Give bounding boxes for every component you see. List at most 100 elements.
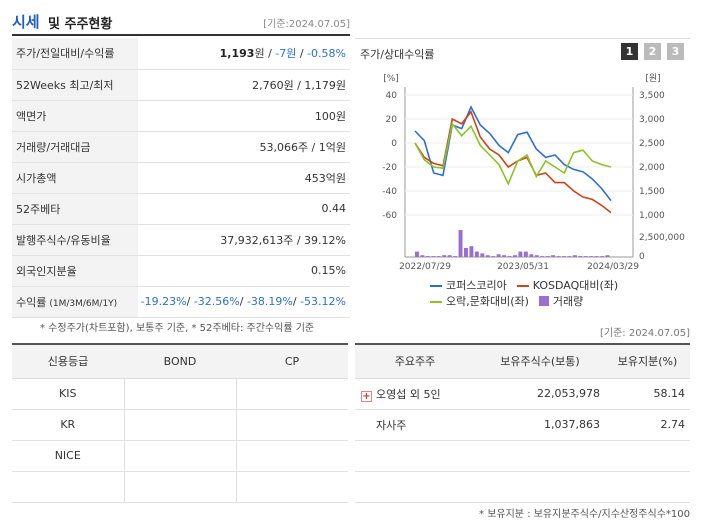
info-value-part: -0.58% <box>307 47 346 61</box>
chart-tab-3[interactable]: 3 <box>667 43 684 60</box>
volume-bar <box>496 254 501 257</box>
legend-item: 오락,문화대비(좌) <box>430 293 529 309</box>
legend-label: 코퍼스코리아 <box>446 279 507 292</box>
credit-row: KIS <box>12 378 348 410</box>
holders-base-date: [기준: 2024.07.05] <box>599 328 690 339</box>
credit-cell <box>124 409 237 441</box>
right-tick-label: 1,500 <box>639 187 665 197</box>
section-title: 시세 <box>12 13 40 31</box>
holder-row-empty <box>355 440 690 472</box>
volume-bar <box>600 256 605 257</box>
info-value-part: 0.15% <box>311 264 346 277</box>
volume-bar <box>551 255 556 257</box>
info-key-label: 52Weeks 최고/최저 <box>16 78 114 92</box>
info-row: 액면가 100원 <box>12 100 350 132</box>
info-key: 수익률 (1M/3M/6M/1Y) <box>12 286 138 318</box>
info-value-part: -19.23% <box>140 295 187 308</box>
left-tick-label: 0 <box>391 139 397 149</box>
expand-icon[interactable]: + <box>361 390 372 402</box>
info-value: -19.23%/ -32.56%/ -38.19%/ -53.12% <box>138 286 350 318</box>
credit-cell <box>236 471 348 503</box>
right-tick-label: 3,500 <box>639 91 665 101</box>
info-value-part: 1,193 <box>219 47 255 61</box>
price-chart: [%] [원] 40 20 0 -20 -40 -60 3,500 3,000 2,500 2,000… <box>382 73 685 272</box>
holder-percent: 58.14 <box>605 378 690 410</box>
volume-bar <box>415 251 419 257</box>
volume-bar <box>442 255 447 257</box>
volume-bar <box>605 255 610 257</box>
holder-name: 자사주 <box>376 418 407 432</box>
credit-header: 신용등급 <box>12 344 124 379</box>
holder-row-empty <box>355 471 690 503</box>
volume-bar <box>447 255 452 257</box>
info-key: 거래량/거래대금 <box>12 131 138 163</box>
holders-note: * 보유지분 : 보유지분주식수/지수산정주식수*100 <box>479 509 690 520</box>
info-row: 거래량/거래대금 53,066주 / 1억원 <box>12 131 350 163</box>
volume-bar <box>453 256 458 257</box>
info-value-part: / <box>292 295 301 308</box>
info-row: 52주베타 0.44 <box>12 193 350 225</box>
volume-bar <box>474 251 479 257</box>
info-value: 0.15% <box>138 255 350 287</box>
info-value-part: / <box>239 295 247 308</box>
info-row: 발행주식수/유동비율 37,932,613주 / 39.12% <box>12 224 350 256</box>
right-tick-label: 2,500 <box>639 139 665 149</box>
right-axis-unit: [원] <box>645 73 660 84</box>
holder-percent: 2.74 <box>605 409 690 441</box>
section-header: 시세 및 주주현황 [기준:2024.07.05] <box>12 10 350 36</box>
credit-cell: NICE <box>12 440 125 472</box>
credit-cell <box>124 471 237 503</box>
left-axis-unit: [%] <box>383 74 399 84</box>
volume-bar <box>507 256 512 257</box>
volume-bar <box>464 248 468 257</box>
credit-cell: KIS <box>12 378 125 410</box>
volume-bar <box>518 251 523 257</box>
info-value-part: 2,760원 / 1,179원 <box>252 78 346 92</box>
shareholder-table: 주요주주 보유주식수(보통) 보유지분(%) + 오영섭 외 5인 22,053,9… <box>355 343 690 503</box>
credit-cell <box>236 440 348 472</box>
info-key-label: 주가/전일대비/수익률 <box>16 47 115 61</box>
volume-bar <box>491 256 496 257</box>
chart-tab-2[interactable]: 2 <box>644 43 661 60</box>
credit-rating-table: 신용등급 BOND CP KIS KR NICE <box>12 343 348 503</box>
holder-row: 자사주 1,037,863 2.74 <box>355 409 690 441</box>
info-row: 주가/전일대비/수익률 1,193원 / -7원 / -0.58% <box>12 38 350 70</box>
info-key: 시가총액 <box>12 162 138 194</box>
info-key-label: 외국인지분율 <box>16 264 77 278</box>
section-subtitle: 및 주주현황 <box>48 17 113 32</box>
credit-row <box>12 471 348 503</box>
volume-bar <box>545 256 550 257</box>
info-row: 외국인지분율 0.15% <box>12 255 350 287</box>
price-note: * 수정주가(차트포함), 보통주 기준, * 52주베타: 주간수익률 기준 <box>40 323 315 334</box>
volume-bar <box>578 256 583 257</box>
volume-bar <box>523 251 528 257</box>
info-value-part: 원 / <box>254 47 276 61</box>
credit-header: BOND <box>124 344 236 379</box>
info-key: 주가/전일대비/수익률 <box>12 38 138 70</box>
credit-row: NICE <box>12 440 348 472</box>
right-tick-label: 1,000 <box>639 211 665 221</box>
info-value-part: -7원 <box>275 47 297 61</box>
volume-bar <box>594 256 599 257</box>
volume-bar <box>572 255 577 257</box>
info-value: 53,066주 / 1억원 <box>138 131 350 163</box>
info-value-part: -38.19% <box>246 295 293 308</box>
chart-tab-1[interactable]: 1 <box>621 43 638 60</box>
info-key: 외국인지분율 <box>12 255 138 287</box>
volume-bar <box>534 255 539 257</box>
holder-name-cell[interactable]: + 오영섭 외 5인 <box>355 378 475 410</box>
credit-cell <box>12 471 125 503</box>
info-key-label: 시가총액 <box>16 171 57 185</box>
info-key-label: 발행주식수/유동비율 <box>16 233 111 247</box>
info-key: 액면가 <box>12 100 138 132</box>
info-value: 100원 <box>138 100 350 132</box>
legend-item: 코퍼스코리아 <box>430 277 507 293</box>
legend-label: KOSDAQ대비(좌) <box>532 279 619 292</box>
info-key-label: 액면가 <box>16 109 47 123</box>
legend-item: 거래량 <box>538 293 583 309</box>
info-value-part: -53.12% <box>300 295 346 308</box>
info-value: 0.44 <box>138 193 350 225</box>
info-key-label: 52주베타 <box>16 202 61 216</box>
volume-bar <box>436 256 441 257</box>
info-value-part: / <box>186 295 194 308</box>
